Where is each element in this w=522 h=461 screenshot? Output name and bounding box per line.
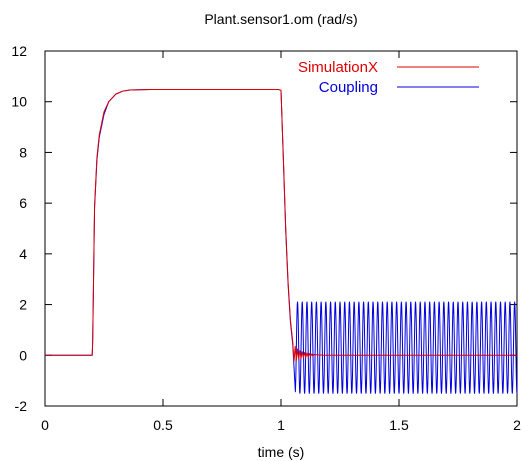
x-tick-label: 1.5 xyxy=(389,417,409,433)
series-line-simulationx xyxy=(45,89,517,363)
y-tick-label: 0 xyxy=(19,347,27,363)
series-lines xyxy=(45,89,518,394)
y-tick-label: 12 xyxy=(11,43,27,59)
x-tick-label: 0 xyxy=(41,417,49,433)
y-tick-label: 6 xyxy=(19,195,27,211)
series-line-coupling xyxy=(45,89,518,394)
tick-labels: 0 0.5 1 1.5 2 -2 0 2 4 6 8 10 12 xyxy=(11,43,521,433)
x-axis-label: time (s) xyxy=(258,444,305,460)
legend: SimulationX Coupling xyxy=(298,59,479,96)
x-tick-label: 0.5 xyxy=(153,417,173,433)
y-tick-label: 10 xyxy=(11,94,27,110)
x-tick-label: 1 xyxy=(277,417,285,433)
x-tick-label: 2 xyxy=(513,417,521,433)
y-tick-label: -2 xyxy=(15,398,28,414)
legend-label-simulationx: SimulationX xyxy=(298,59,378,76)
y-tick-label: 8 xyxy=(19,144,27,160)
y-tick-label: 2 xyxy=(19,297,27,313)
y-tick-label: 4 xyxy=(19,246,27,262)
legend-label-coupling: Coupling xyxy=(319,79,378,96)
chart-title: Plant.sensor1.om (rad/s) xyxy=(204,11,357,27)
